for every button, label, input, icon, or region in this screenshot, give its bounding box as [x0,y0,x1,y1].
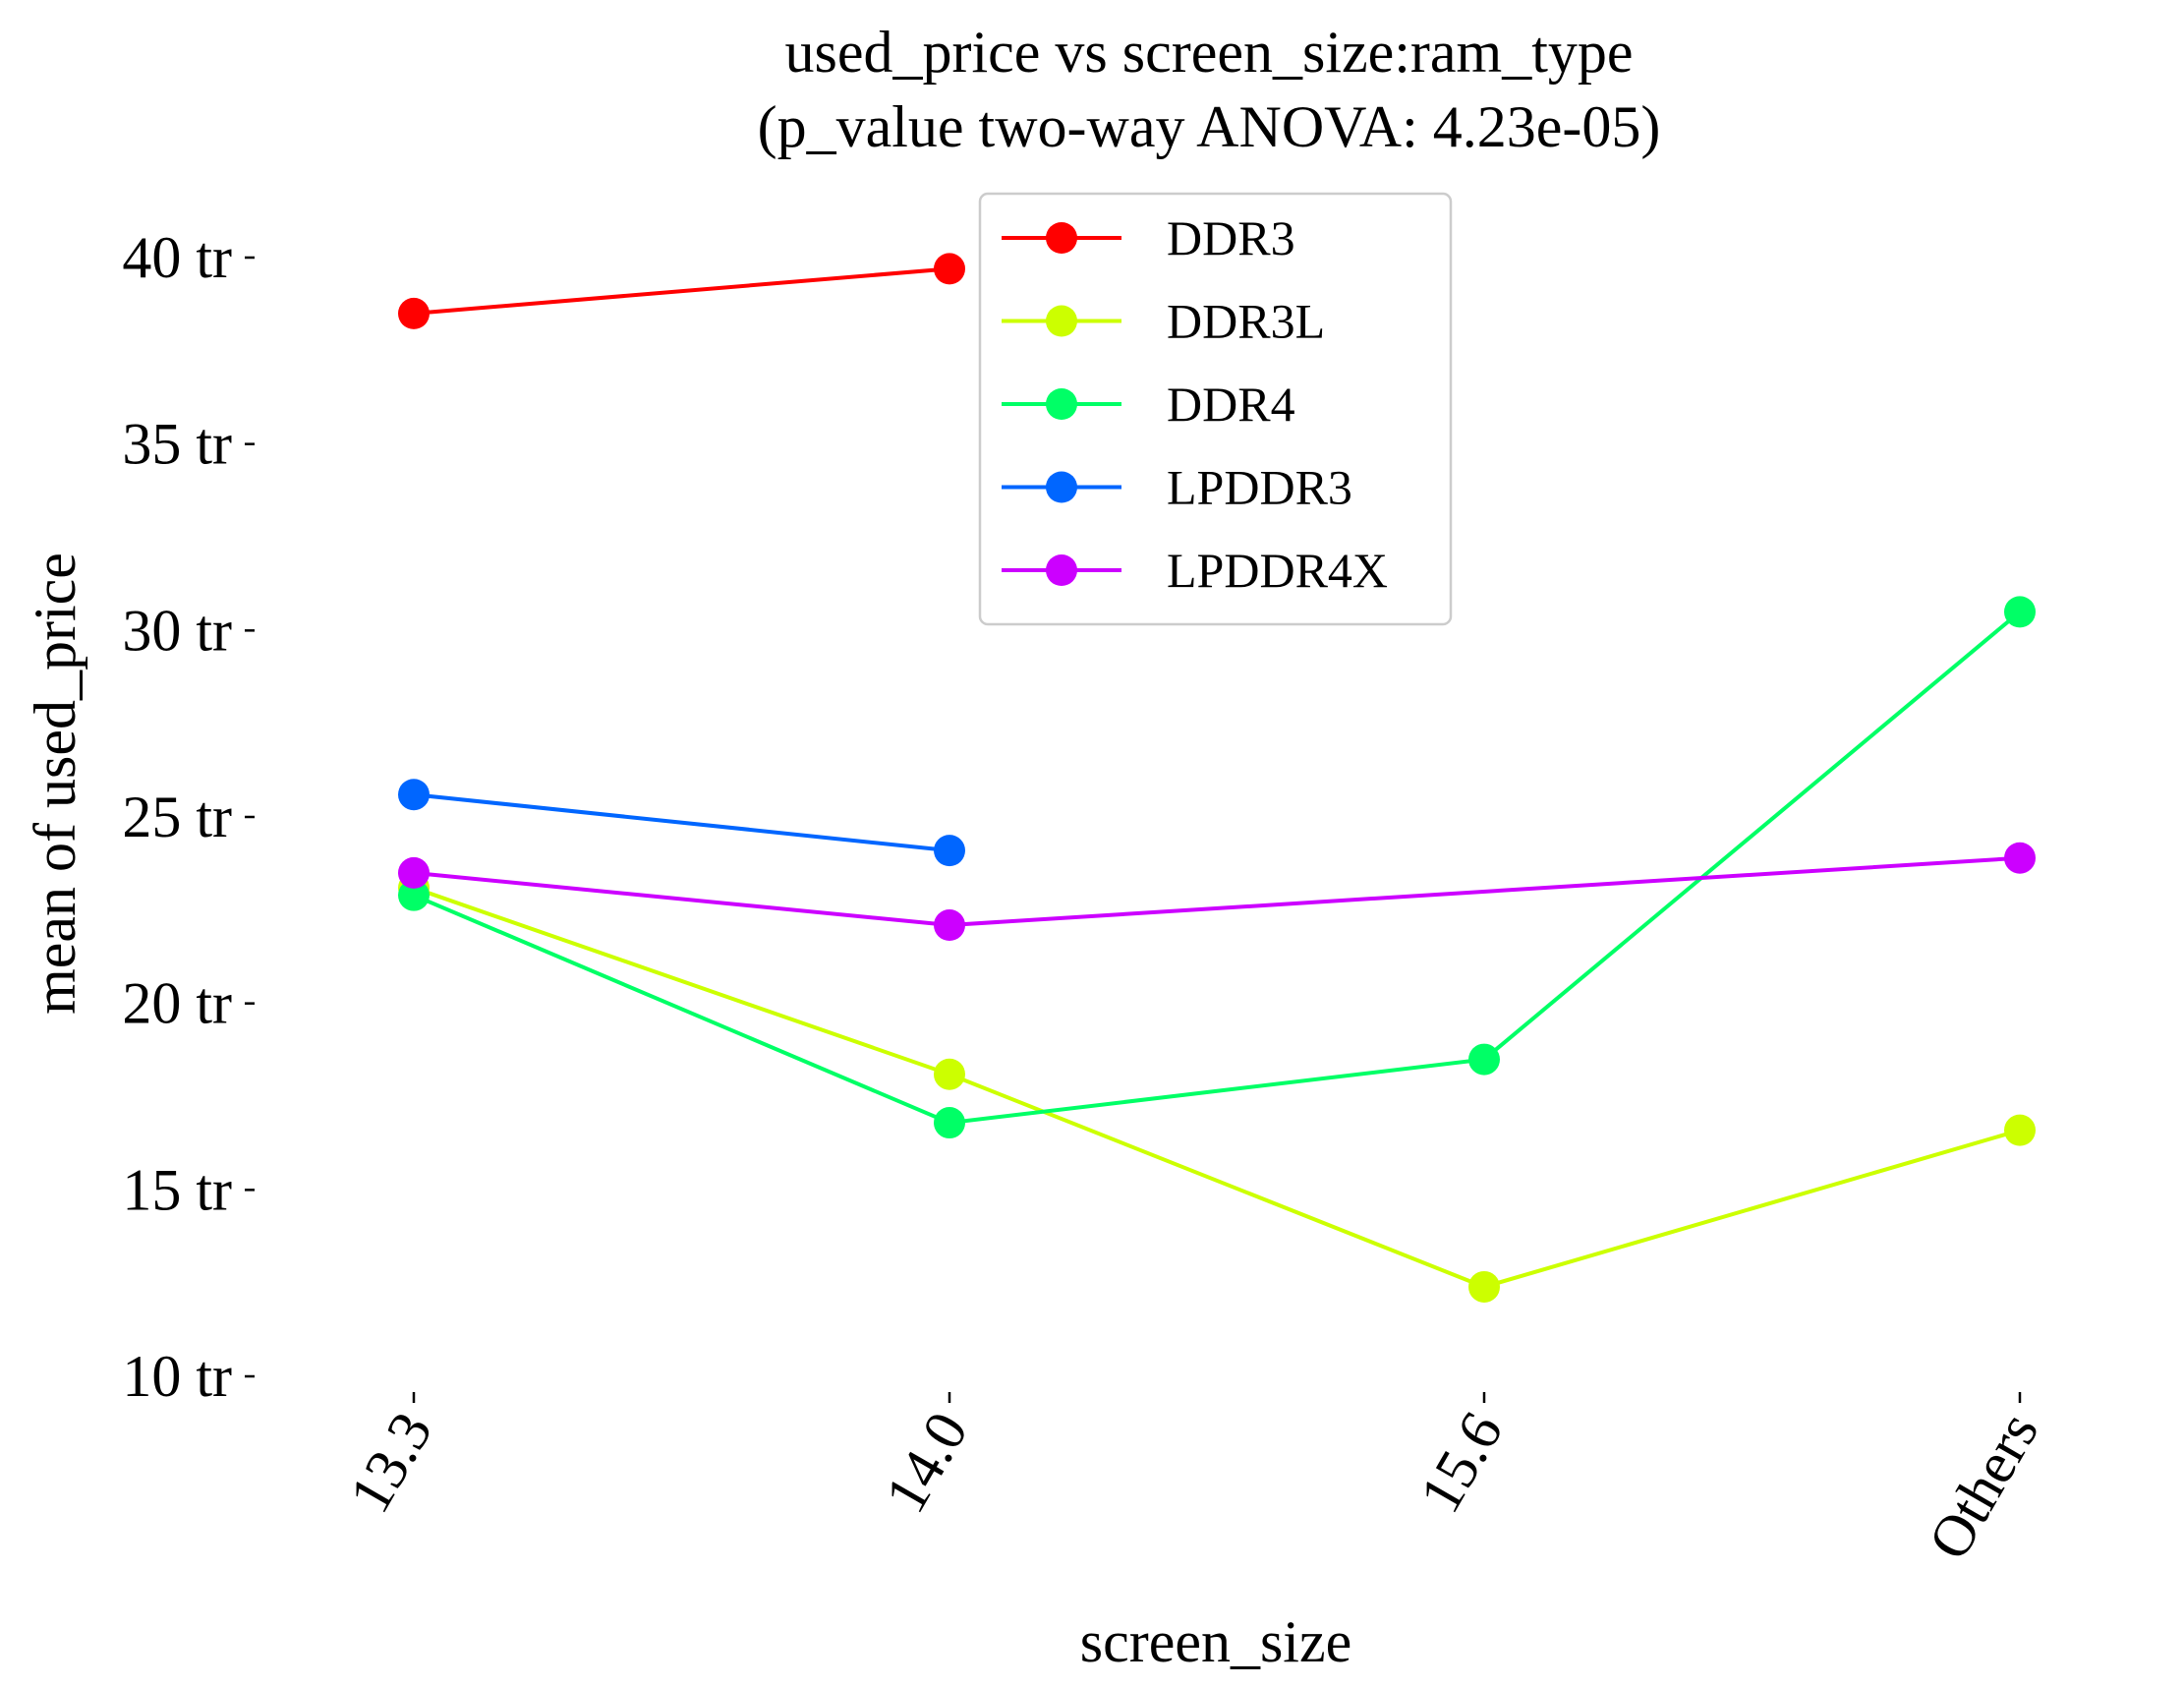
x-axis: 13.3 14.0 15.6 Others [337,1392,2050,1571]
y-tick-label: 40 tr [122,225,232,290]
series-ddr3 [398,253,965,329]
legend: DDR3 DDR3L DDR4 LPDDR3 LPDDR4X [978,192,1453,626]
series-line [413,792,950,853]
y-axis: 10 tr 15 tr 20 tr 25 tr 30 tr 35 tr 40 tr [122,225,255,1409]
x-tick-label: Others [1916,1402,2050,1571]
data-point [934,253,965,285]
data-point [398,856,430,889]
data-point [1468,1043,1500,1076]
y-tick-label: 25 tr [122,785,232,849]
legend-marker [1046,388,1077,420]
y-tick-label: 10 tr [122,1344,232,1409]
legend-label: DDR3 [1167,210,1295,265]
x-tick-label: 13.3 [337,1402,445,1524]
legend-marker [1046,305,1077,337]
data-point [934,1058,965,1090]
x-axis-label: screen_size [1080,1609,1352,1674]
data-point [398,297,430,329]
series-line [413,266,950,316]
x-tick-label: 15.6 [1408,1402,1516,1524]
x-tick-label: 14.0 [873,1402,981,1524]
legend-label: DDR3L [1167,294,1325,349]
data-point [398,779,430,811]
chart-title: used_price vs screen_size:ram_type [785,20,1634,85]
series-ddr3l [398,872,2036,1303]
y-tick-label: 20 tr [122,971,232,1036]
series-line [413,610,2022,1126]
data-point [934,835,965,867]
data-point [934,909,965,942]
legend-label: LPDDR3 [1167,460,1352,515]
series-line [413,855,2021,928]
legend-marker [1046,471,1077,503]
data-point [2004,842,2036,874]
y-axis-label: mean of used_price [23,553,87,1015]
data-point [2004,596,2036,628]
series-line [413,886,2021,1290]
legend-marker [1046,222,1077,254]
y-tick-label: 35 tr [122,412,232,477]
series-lpddr3 [398,779,965,867]
data-point [2004,1114,2036,1146]
plot-area [398,253,2036,1303]
legend-frame [978,192,1453,626]
series-ddr4 [398,596,2036,1139]
y-tick-label: 15 tr [122,1157,232,1222]
data-point [934,1107,965,1139]
data-point [1468,1270,1500,1303]
legend-marker [1046,554,1077,586]
chart-subtitle: (p_value two-way ANOVA: 4.23e-05) [758,94,1661,159]
legend-label: LPDDR4X [1167,543,1388,598]
legend-label: DDR4 [1167,377,1295,432]
y-tick-label: 30 tr [122,598,232,663]
series-lpddr4x [398,842,2036,942]
data-point [398,879,430,911]
